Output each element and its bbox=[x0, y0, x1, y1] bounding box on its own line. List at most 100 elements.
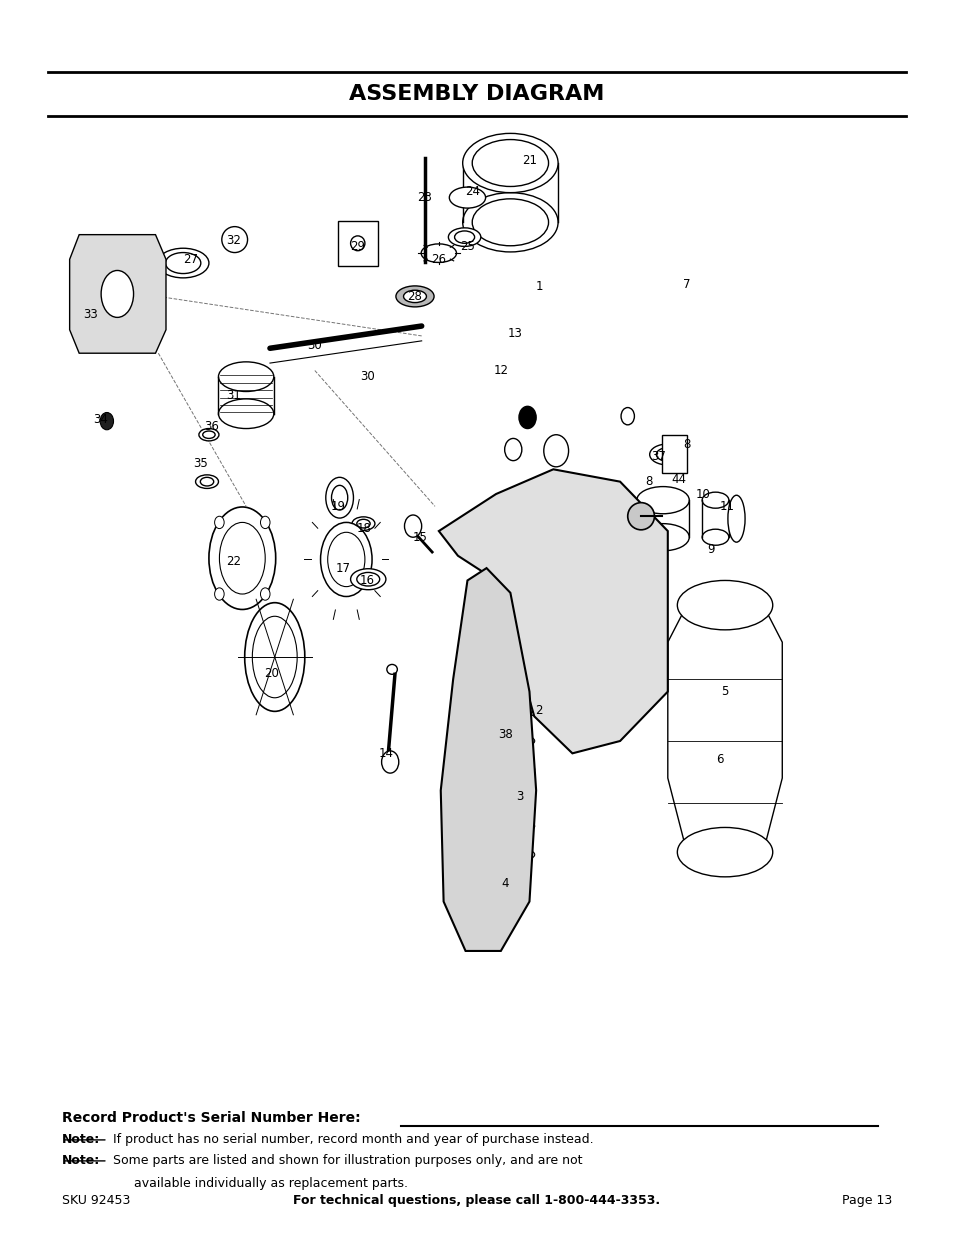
Ellipse shape bbox=[219, 522, 265, 594]
Text: Note:: Note: bbox=[62, 1134, 100, 1146]
Ellipse shape bbox=[209, 506, 275, 610]
Ellipse shape bbox=[454, 231, 475, 243]
Ellipse shape bbox=[195, 474, 218, 489]
Ellipse shape bbox=[512, 734, 523, 740]
Ellipse shape bbox=[636, 487, 688, 514]
Ellipse shape bbox=[403, 290, 426, 303]
Ellipse shape bbox=[218, 362, 274, 391]
Polygon shape bbox=[438, 469, 667, 753]
Text: 2: 2 bbox=[535, 704, 542, 716]
Text: 4: 4 bbox=[501, 877, 509, 889]
Text: 24: 24 bbox=[464, 185, 479, 198]
Text: For technical questions, please call 1-800-444-3353.: For technical questions, please call 1-8… bbox=[294, 1194, 659, 1207]
Text: SKU 92453: SKU 92453 bbox=[62, 1194, 131, 1207]
Polygon shape bbox=[440, 568, 536, 951]
Polygon shape bbox=[70, 235, 166, 353]
Ellipse shape bbox=[508, 820, 534, 832]
Ellipse shape bbox=[636, 524, 688, 551]
Ellipse shape bbox=[325, 477, 353, 519]
Ellipse shape bbox=[395, 287, 434, 306]
Ellipse shape bbox=[508, 850, 534, 860]
Circle shape bbox=[100, 412, 113, 430]
Ellipse shape bbox=[508, 793, 534, 803]
Text: If product has no serial number, record month and year of purchase instead.: If product has no serial number, record … bbox=[109, 1134, 593, 1146]
Circle shape bbox=[620, 408, 634, 425]
Ellipse shape bbox=[356, 572, 379, 585]
Text: 30: 30 bbox=[307, 340, 322, 352]
Ellipse shape bbox=[677, 580, 772, 630]
Text: 36: 36 bbox=[204, 420, 219, 432]
Ellipse shape bbox=[701, 529, 728, 546]
Ellipse shape bbox=[221, 227, 248, 252]
Text: 17: 17 bbox=[335, 562, 351, 574]
Ellipse shape bbox=[166, 252, 200, 273]
Text: 5: 5 bbox=[720, 685, 728, 698]
Circle shape bbox=[381, 751, 398, 773]
Circle shape bbox=[518, 406, 536, 429]
Circle shape bbox=[260, 588, 270, 600]
Ellipse shape bbox=[252, 616, 296, 698]
Text: Note:: Note: bbox=[62, 1155, 100, 1167]
Text: 32: 32 bbox=[226, 235, 241, 247]
Ellipse shape bbox=[218, 399, 274, 429]
Text: 26: 26 bbox=[431, 253, 446, 266]
Text: 12: 12 bbox=[493, 364, 508, 377]
Text: 7: 7 bbox=[682, 278, 690, 290]
Text: 11: 11 bbox=[719, 500, 734, 513]
Ellipse shape bbox=[328, 532, 364, 587]
Text: 21: 21 bbox=[521, 154, 537, 167]
Text: 37: 37 bbox=[650, 451, 665, 463]
Ellipse shape bbox=[472, 199, 548, 246]
Ellipse shape bbox=[386, 664, 396, 674]
Text: 9: 9 bbox=[706, 543, 714, 556]
Ellipse shape bbox=[449, 188, 485, 209]
Text: 18: 18 bbox=[356, 522, 372, 535]
Ellipse shape bbox=[677, 827, 772, 877]
Text: 20: 20 bbox=[264, 667, 279, 679]
Text: 28: 28 bbox=[407, 290, 422, 303]
Text: 8: 8 bbox=[682, 438, 690, 451]
Ellipse shape bbox=[508, 736, 534, 746]
Text: 25: 25 bbox=[459, 241, 475, 253]
Ellipse shape bbox=[462, 193, 558, 252]
Text: 15: 15 bbox=[412, 531, 427, 543]
Ellipse shape bbox=[462, 133, 558, 193]
Polygon shape bbox=[661, 435, 686, 473]
Ellipse shape bbox=[520, 703, 536, 713]
Ellipse shape bbox=[351, 236, 364, 251]
Circle shape bbox=[214, 516, 224, 529]
Ellipse shape bbox=[244, 603, 304, 711]
Text: 6: 6 bbox=[716, 753, 723, 766]
Ellipse shape bbox=[157, 248, 209, 278]
Ellipse shape bbox=[649, 445, 685, 464]
Text: 30: 30 bbox=[359, 370, 375, 383]
Text: 3: 3 bbox=[516, 790, 523, 803]
Text: 16: 16 bbox=[359, 574, 375, 587]
Text: 19: 19 bbox=[331, 500, 346, 513]
Circle shape bbox=[260, 516, 270, 529]
Ellipse shape bbox=[200, 478, 213, 485]
Circle shape bbox=[214, 588, 224, 600]
Ellipse shape bbox=[507, 731, 528, 742]
Text: Record Product's Serial Number Here:: Record Product's Serial Number Here: bbox=[62, 1110, 360, 1125]
Circle shape bbox=[504, 438, 521, 461]
Ellipse shape bbox=[421, 245, 456, 263]
Ellipse shape bbox=[198, 429, 218, 441]
Ellipse shape bbox=[332, 485, 347, 510]
Text: 10: 10 bbox=[695, 488, 710, 500]
Ellipse shape bbox=[727, 495, 744, 542]
Text: 27: 27 bbox=[183, 253, 198, 266]
Ellipse shape bbox=[101, 270, 133, 317]
FancyBboxPatch shape bbox=[337, 221, 377, 266]
Text: 38: 38 bbox=[497, 729, 513, 741]
Text: 22: 22 bbox=[226, 556, 241, 568]
Text: 29: 29 bbox=[350, 241, 365, 253]
Ellipse shape bbox=[627, 503, 654, 530]
Circle shape bbox=[404, 515, 421, 537]
Ellipse shape bbox=[472, 140, 548, 186]
Text: Some parts are listed and shown for illustration purposes only, and are not: Some parts are listed and shown for illu… bbox=[109, 1155, 581, 1167]
Text: 31: 31 bbox=[226, 389, 241, 401]
Ellipse shape bbox=[351, 568, 385, 589]
Text: 44: 44 bbox=[671, 473, 686, 485]
Ellipse shape bbox=[656, 448, 679, 462]
